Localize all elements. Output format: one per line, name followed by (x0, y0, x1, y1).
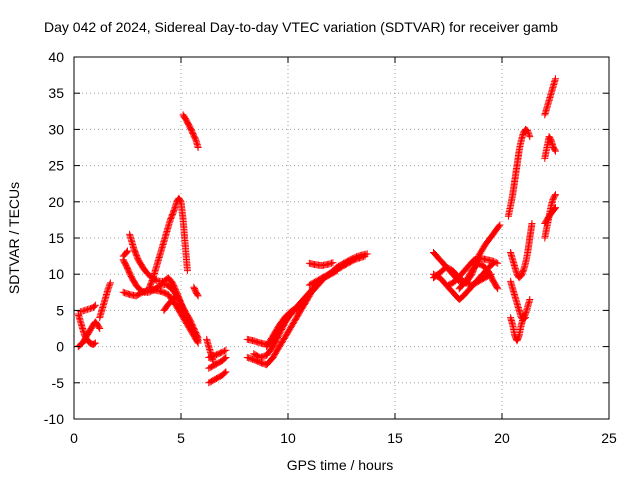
data-layer (74, 75, 559, 387)
series-s33 (541, 204, 559, 227)
data-point-markers (179, 111, 202, 151)
series-s08 (126, 230, 202, 342)
data-point-markers (507, 277, 529, 323)
data-point-markers (205, 346, 230, 361)
y-tick-label: 35 (48, 85, 64, 101)
chart-title: Day 042 of 2024, Sidereal Day-to-day VTE… (44, 19, 558, 35)
x-tick-label: 25 (601, 430, 617, 446)
data-point-markers (455, 259, 502, 293)
data-point-markers (305, 259, 337, 269)
series-s04 (96, 279, 114, 322)
data-point-markers (126, 230, 202, 342)
y-axis-label: SDTVAR / TECUs (6, 182, 22, 294)
x-tick-label: 10 (280, 430, 296, 446)
series-s03 (76, 301, 99, 316)
series-s22 (305, 252, 369, 289)
y-tick-label: 5 (56, 302, 64, 318)
grid-layer (74, 57, 609, 419)
data-point-markers (541, 75, 559, 119)
series-s31 (507, 277, 529, 323)
data-point-markers (305, 252, 369, 289)
series-s28 (504, 125, 534, 220)
data-point-markers (205, 354, 230, 372)
series-s09 (145, 194, 191, 293)
series-s34 (541, 133, 559, 162)
series-s29 (507, 220, 536, 282)
data-point-markers (96, 279, 114, 322)
y-tick-label: -5 (52, 375, 65, 391)
ticks-layer: 0 5 10 15 20 25 -10 -5 0 5 10 15 20 25 30 35 40 (44, 49, 617, 446)
y-tick-label: 25 (48, 158, 64, 174)
data-point-markers (541, 133, 559, 162)
data-point-markers (190, 283, 202, 300)
data-point-markers (504, 125, 534, 220)
data-point-markers (263, 299, 309, 351)
y-tick-label: -10 (44, 411, 64, 427)
series-s11 (179, 111, 202, 151)
x-axis-label: GPS time / hours (287, 457, 394, 473)
series-s16 (205, 368, 230, 387)
x-tick-label: 15 (387, 430, 403, 446)
y-tick-label: 30 (48, 121, 64, 137)
series-s14 (205, 346, 230, 361)
data-point-markers (507, 220, 536, 282)
series-s20 (263, 299, 309, 351)
data-point-markers (445, 254, 502, 289)
y-tick-label: 10 (48, 266, 64, 282)
y-tick-label: 40 (48, 49, 64, 65)
x-tick-label: 5 (177, 430, 185, 446)
data-point-markers (145, 194, 191, 293)
series-s10 (160, 292, 181, 314)
data-point-markers (160, 292, 181, 314)
series-s27 (455, 259, 502, 293)
series-s26 (445, 254, 502, 289)
x-tick-label: 0 (70, 430, 78, 446)
data-point-markers (205, 368, 230, 387)
y-tick-label: 0 (56, 339, 64, 355)
x-tick-label: 20 (494, 430, 510, 446)
data-point-markers (119, 247, 131, 260)
series-s05 (119, 247, 131, 260)
series-s12 (190, 283, 202, 300)
data-point-markers (76, 301, 99, 316)
series-s21 (305, 259, 337, 269)
data-point-markers (541, 204, 559, 227)
y-tick-label: 20 (48, 194, 64, 210)
series-s35 (541, 75, 559, 119)
series-s15 (205, 354, 230, 372)
y-tick-label: 15 (48, 230, 64, 246)
